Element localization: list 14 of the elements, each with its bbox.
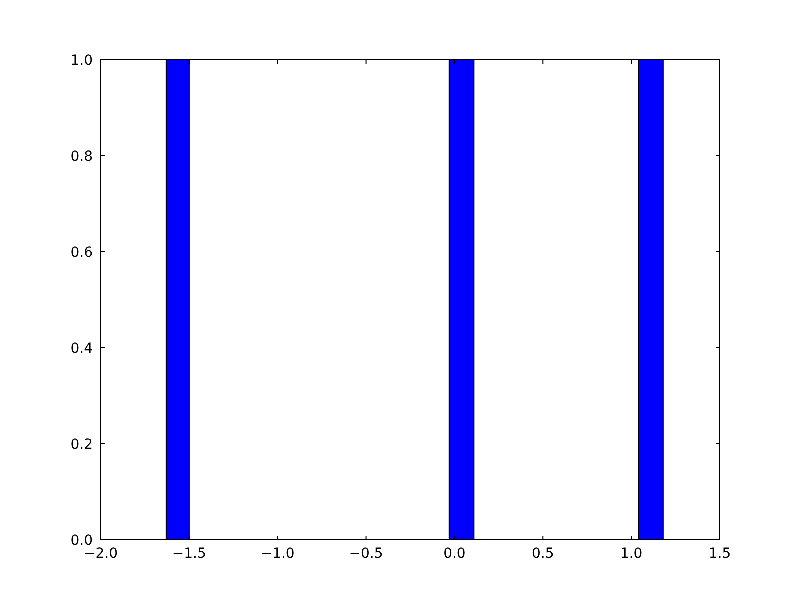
y-tick-label: 0.2 (70, 436, 93, 453)
x-tick-label: −1.0 (260, 546, 295, 562)
x-tick-label: −0.5 (349, 546, 384, 562)
y-tick-label: 0.0 (70, 532, 93, 549)
x-tick-label: 0.0 (444, 546, 466, 562)
y-tick-label: 0.8 (70, 148, 93, 165)
x-tick-label: 0.5 (532, 546, 554, 562)
x-tick-label: −1.5 (172, 546, 206, 562)
y-tick-label: 1.0 (70, 52, 93, 69)
x-tick-label: 1.0 (620, 546, 643, 562)
x-tick-label: 1.5 (708, 546, 732, 562)
y-tick-label: 0.6 (70, 244, 94, 261)
x-tick-label: −2.0 (84, 546, 118, 562)
y-tick-label: 0.4 (70, 340, 94, 357)
